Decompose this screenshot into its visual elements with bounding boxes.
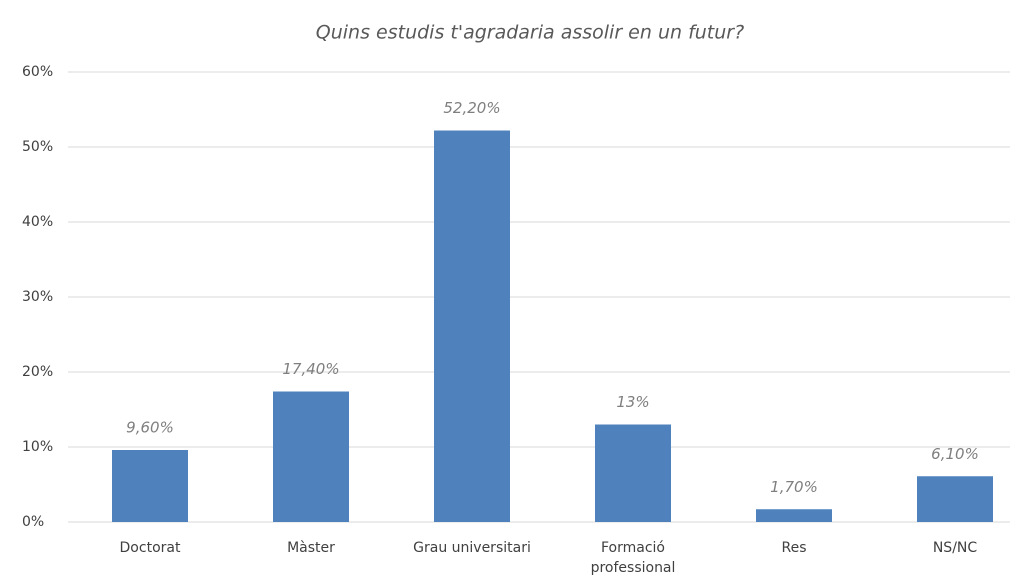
data-label: 1,70%: [770, 478, 818, 496]
y-tick-label: 60%: [22, 64, 53, 80]
bar: [756, 509, 832, 522]
bar: [595, 424, 671, 522]
bar: [273, 391, 349, 522]
y-tick-label: 10%: [22, 439, 53, 455]
x-tick-label: Res: [781, 540, 807, 556]
x-tick-label: Màster: [287, 540, 335, 556]
data-label: 9,60%: [126, 419, 174, 437]
bar: [434, 130, 510, 522]
bar: [112, 450, 188, 522]
x-tick-label: Formació professional: [590, 540, 676, 576]
y-tick-label: 20%: [22, 364, 53, 380]
x-tick-label: Doctorat: [119, 540, 181, 556]
y-tick-label: 40%: [22, 214, 53, 230]
y-tick-label: 0%: [22, 514, 44, 530]
x-tick-label: Grau universitari: [413, 540, 531, 556]
chart-title: Quins estudis t'agradaria assolir en un …: [316, 22, 744, 44]
data-label: 17,40%: [282, 360, 339, 378]
data-label: 13%: [616, 393, 649, 411]
data-label: 52,20%: [443, 99, 500, 117]
bar: [917, 476, 993, 522]
data-label: 6,10%: [931, 445, 979, 463]
y-tick-label: 50%: [22, 139, 53, 155]
y-tick-label: 30%: [22, 289, 53, 305]
x-tick-label: NS/NC: [932, 540, 978, 556]
